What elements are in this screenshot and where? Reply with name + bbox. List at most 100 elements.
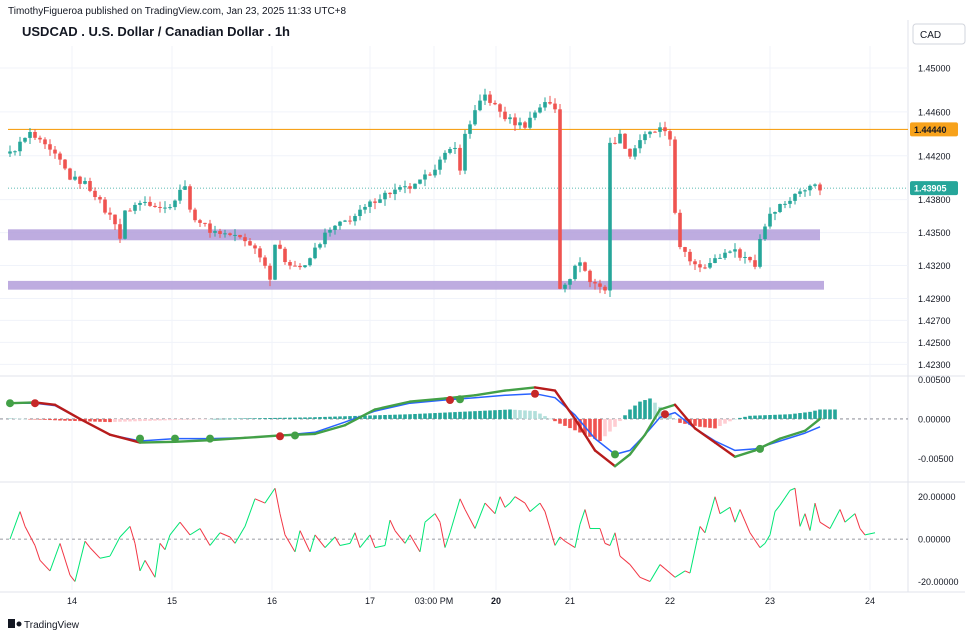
price-tick-label: 1.43800 [918, 195, 951, 205]
oscillator-segment [584, 509, 591, 529]
candle-body [463, 133, 467, 171]
candle-body [668, 131, 672, 140]
oscillator-segment [764, 534, 771, 544]
macd-histogram-bar [313, 417, 317, 419]
macd-histogram-bar [503, 409, 507, 419]
macd-histogram-bar [803, 412, 807, 419]
candle-body [648, 131, 652, 135]
candle-body [703, 267, 707, 269]
macd-histogram-bar [238, 418, 242, 419]
macd-histogram-bar [63, 418, 67, 421]
candle-body [738, 249, 742, 258]
macd-histogram-bar [368, 415, 372, 419]
time-tick-label: 23 [765, 596, 775, 606]
candle-body [503, 111, 507, 120]
macd-histogram-bar [538, 413, 542, 419]
candle-body [153, 205, 157, 207]
candle-body [533, 112, 537, 118]
candle-body [288, 262, 292, 266]
macd-histogram-bar [118, 418, 122, 422]
candle-body [388, 192, 392, 195]
oscillator-segment [789, 487, 796, 491]
candle-body [203, 222, 207, 224]
oscillator-segment [514, 496, 526, 504]
signal-line-segment [408, 397, 447, 403]
price-tick-label: 1.42700 [918, 316, 951, 326]
currency-button[interactable] [912, 23, 966, 45]
macd-histogram-bar [613, 418, 617, 427]
macd-histogram-bar [403, 414, 407, 419]
oscillator-segment [609, 532, 616, 546]
candle-body [298, 265, 302, 268]
candle-body [163, 207, 167, 209]
macd-histogram-bar [593, 418, 597, 439]
candle-body [143, 201, 147, 203]
candle-body [73, 176, 77, 180]
macd-histogram-bar [618, 418, 622, 422]
candle-body [178, 189, 182, 201]
candle-body [198, 220, 202, 223]
macd-histogram-bar [113, 418, 117, 422]
macd-panel [0, 386, 908, 468]
candle-body [408, 186, 412, 189]
crossover-marker [661, 410, 669, 419]
candle-body [568, 279, 572, 285]
oscillator-segment [284, 534, 296, 553]
oscillator-segment [464, 509, 476, 529]
macd-histogram-bar [353, 415, 357, 419]
candle-body [378, 199, 382, 203]
candle-body [528, 117, 532, 128]
macd-histogram-bar [488, 410, 492, 419]
candle-body [368, 201, 372, 207]
candle-body [273, 244, 277, 280]
candle-body [373, 201, 377, 203]
macd-histogram-bar [308, 417, 312, 419]
macd-histogram-bar [723, 418, 727, 424]
candle-body [523, 122, 527, 128]
candle-body [208, 223, 212, 233]
oscillator-segment [509, 496, 516, 504]
crossover-marker [456, 395, 464, 404]
candle-body [58, 153, 62, 160]
oscillator-segment [739, 509, 751, 533]
macd-histogram-bar [673, 418, 677, 420]
oscillator-segment [554, 536, 561, 546]
oscillator-segment [619, 555, 631, 565]
oscillator-segment [309, 534, 316, 552]
crossover-marker [276, 432, 284, 441]
macd-histogram-bar [378, 415, 382, 419]
oscillator-segment [159, 543, 166, 551]
candle-body [788, 200, 792, 204]
macd-histogram-bar [263, 418, 267, 419]
macd-histogram-bar [733, 418, 737, 420]
candle-body [23, 137, 27, 142]
candle-body [558, 109, 562, 289]
oscillator-segment [559, 536, 566, 542]
oscillator-segment [89, 547, 101, 559]
oscillator-segment [439, 522, 446, 548]
osc-tick-label: 0.00000 [918, 535, 951, 545]
macd-histogram-bar [818, 409, 822, 419]
candle-body [543, 102, 547, 108]
macd-histogram-bar [28, 418, 32, 420]
oscillator-segment [854, 513, 861, 529]
last-price-label: 1.43905 [914, 184, 947, 194]
macd-histogram-bar [448, 412, 452, 419]
support-zone [8, 229, 820, 241]
signal-line-segment [108, 433, 142, 444]
candle-body [538, 107, 542, 113]
candle-body [398, 187, 402, 190]
signal-line-segment [643, 408, 662, 436]
macd-histogram-bar [273, 417, 277, 419]
macd-histogram-bar [648, 398, 652, 419]
macd-histogram-bar [468, 411, 472, 419]
oscillator-segment [749, 532, 761, 548]
macd-histogram-bar [748, 415, 752, 419]
candle-body [793, 193, 797, 201]
oscillator-segment [384, 519, 391, 546]
oscillator-segment [209, 532, 221, 546]
time-tick-label: 24 [865, 596, 875, 606]
macd-histogram-bar [433, 413, 437, 419]
candle-body [113, 214, 117, 225]
